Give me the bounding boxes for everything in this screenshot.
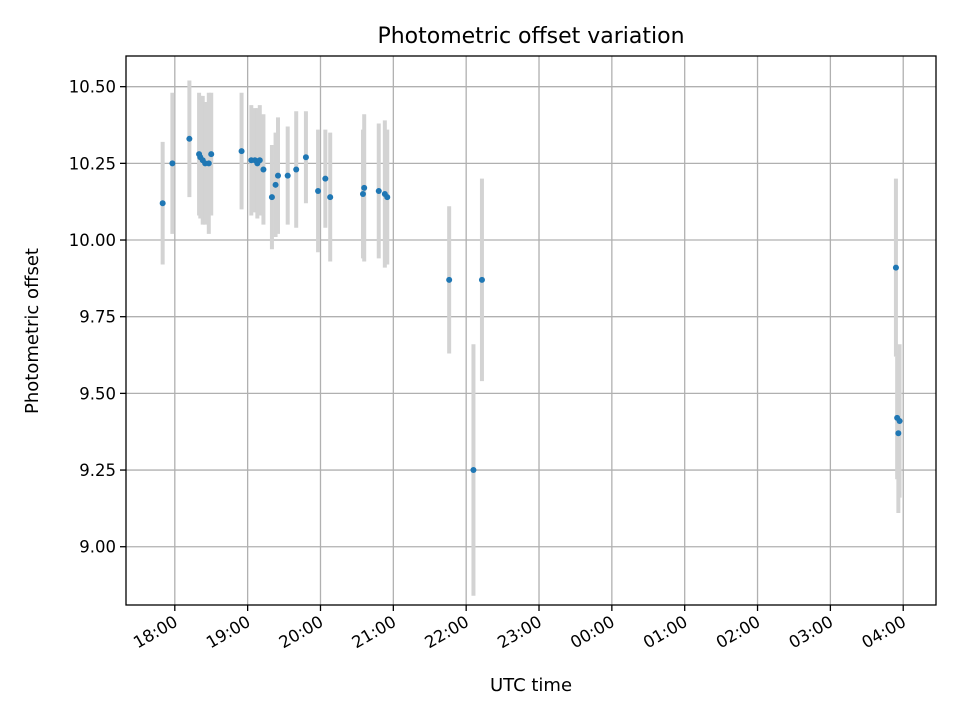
data-point — [186, 135, 193, 142]
data-point — [205, 160, 212, 167]
data-point — [478, 276, 485, 283]
y-axis-label: Photometric offset — [22, 248, 43, 414]
y-tick-label: 10.50 — [69, 78, 116, 97]
data-point — [895, 430, 902, 437]
data-point — [208, 151, 215, 158]
y-tick-label: 10.00 — [69, 231, 116, 250]
data-point — [238, 148, 245, 155]
data-point — [470, 467, 477, 474]
x-grid-lines — [174, 56, 904, 605]
data-point — [375, 187, 382, 194]
data-point — [322, 175, 329, 182]
data-point — [327, 194, 334, 201]
data-point — [315, 187, 322, 194]
y-grid-lines — [126, 86, 936, 548]
x-axis-label: UTC time — [490, 675, 572, 696]
y-tick-label: 9.50 — [79, 384, 116, 403]
data-point — [284, 172, 291, 179]
data-point — [169, 160, 176, 167]
data-point — [274, 172, 281, 179]
data-point — [268, 194, 275, 201]
data-point — [293, 166, 300, 173]
data-point — [361, 184, 368, 191]
data-point — [446, 276, 453, 283]
y-axis-ticks: 9.00 9.25 9.50 9.75 10.00 10.25 10.50 — [69, 78, 126, 557]
data-point — [260, 166, 267, 173]
data-point — [384, 194, 391, 201]
data-points — [159, 135, 903, 474]
y-tick-label: 9.00 — [79, 538, 116, 557]
data-point — [896, 417, 903, 424]
data-point — [272, 181, 279, 188]
y-tick-label: 9.75 — [79, 308, 116, 327]
data-point — [159, 200, 166, 207]
y-tick-label: 9.25 — [79, 461, 116, 480]
data-point — [302, 154, 309, 161]
plot-frame — [125, 55, 937, 606]
data-point — [256, 157, 263, 164]
data-point — [892, 264, 899, 271]
data-point — [359, 191, 366, 198]
chart-title: Photometric offset variation — [377, 24, 684, 49]
y-tick-label: 10.25 — [69, 154, 116, 173]
